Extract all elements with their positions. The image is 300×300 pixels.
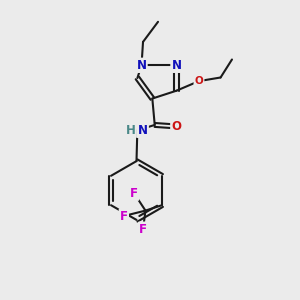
Text: F: F xyxy=(120,209,128,223)
Text: F: F xyxy=(139,223,147,236)
Text: F: F xyxy=(130,187,138,200)
Text: H: H xyxy=(126,124,136,137)
Text: O: O xyxy=(195,76,203,86)
Text: O: O xyxy=(171,120,181,133)
Text: N: N xyxy=(136,59,146,72)
Text: N: N xyxy=(138,124,148,137)
Text: N: N xyxy=(172,59,182,72)
